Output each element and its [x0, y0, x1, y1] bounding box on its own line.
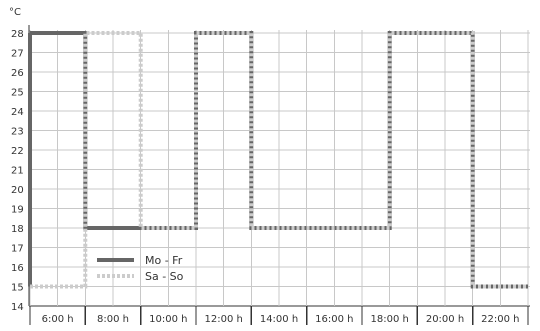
y-tick-label: 19: [11, 205, 24, 216]
y-tick-label: 25: [11, 88, 24, 99]
y-tick-label: 27: [11, 49, 24, 60]
y-tick-label: 21: [11, 166, 24, 177]
x-tick-label: 20:00 h: [426, 314, 464, 325]
x-tick-label: 22:00 h: [481, 314, 519, 325]
y-axis-unit-label: °C: [9, 7, 21, 18]
x-tick-label: 14:00 h: [260, 314, 298, 325]
x-tick-label: 10:00 h: [149, 314, 187, 325]
y-tick-label: 16: [11, 263, 24, 274]
y-tick-label: 23: [11, 127, 24, 138]
x-tick-label: 8:00 h: [97, 314, 129, 325]
legend-label-mo-fr: Mo - Fr: [145, 254, 183, 267]
y-tick-label: 26: [11, 68, 24, 79]
y-tick-labels: 28 27 26 25 24 23 22 21 20 19 18 17 16 15 14: [11, 29, 24, 313]
y-tick-label: 17: [11, 244, 24, 255]
x-tick-label: 16:00 h: [315, 314, 353, 325]
x-tick-label: 6:00 h: [42, 314, 74, 325]
y-tick-label: 22: [11, 146, 24, 157]
legend-label-sa-so: Sa - So: [145, 270, 184, 283]
y-tick-label: 15: [11, 283, 24, 294]
series-lines: [28, 31, 528, 289]
y-tick-label: 20: [11, 185, 24, 196]
x-tick-label: 18:00 h: [370, 314, 408, 325]
y-tick-label: 18: [11, 224, 24, 235]
x-tick-labels: 6:00 h 8:00 h 10:00 h 12:00 h 14:00 h 16:00 h…: [42, 314, 520, 325]
legend: Mo - Fr Sa - So: [97, 254, 184, 283]
grid: [28, 25, 530, 325]
x-tick-label: 12:00 h: [204, 314, 242, 325]
series-line-sa-so: [30, 31, 528, 289]
y-tick-label: 28: [11, 29, 24, 40]
y-tick-label: 24: [11, 107, 24, 118]
y-tick-label: 14: [11, 302, 24, 313]
